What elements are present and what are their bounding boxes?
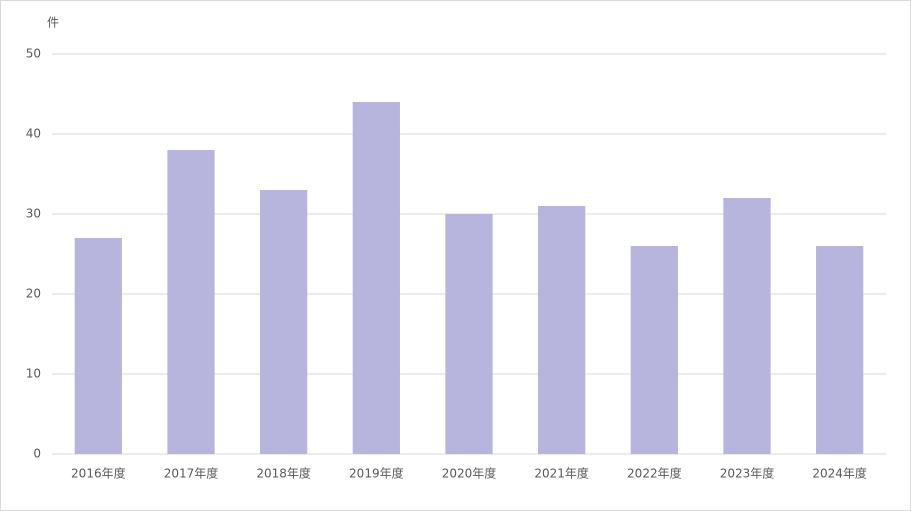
y-tick-label: 10 bbox=[26, 367, 41, 381]
y-tick-label: 30 bbox=[26, 207, 41, 221]
x-tick-label: 2024年度 bbox=[812, 466, 867, 481]
x-tick-label: 2020年度 bbox=[442, 466, 497, 481]
y-tick-label: 40 bbox=[26, 127, 41, 141]
bar bbox=[816, 246, 864, 454]
x-tick-label: 2016年度 bbox=[71, 466, 126, 481]
y-tick-label: 50 bbox=[26, 47, 41, 61]
bar bbox=[167, 150, 215, 454]
x-tick-label: 2023年度 bbox=[720, 466, 775, 481]
y-tick-label: 0 bbox=[33, 447, 41, 461]
bar bbox=[538, 206, 586, 454]
bar bbox=[723, 198, 771, 454]
x-tick-label: 2021年度 bbox=[534, 466, 589, 481]
x-tick-label: 2019年度 bbox=[349, 466, 404, 481]
bar bbox=[260, 190, 308, 454]
x-tick-label: 2017年度 bbox=[164, 466, 219, 481]
x-tick-label: 2018年度 bbox=[256, 466, 311, 481]
bar bbox=[445, 214, 493, 454]
bar bbox=[74, 238, 122, 454]
x-tick-label: 2022年度 bbox=[627, 466, 682, 481]
y-axis-label: 件 bbox=[47, 16, 59, 30]
bar bbox=[352, 102, 400, 454]
bar bbox=[630, 246, 678, 454]
y-tick-label: 20 bbox=[26, 287, 41, 301]
